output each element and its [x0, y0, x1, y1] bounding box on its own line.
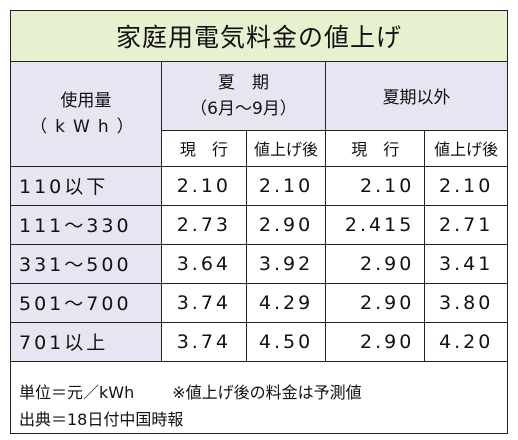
offseason-header: 夏期以外 — [325, 62, 507, 131]
summer-after-value: 3.92 — [245, 243, 327, 284]
summer-label: 夏 期 — [217, 72, 269, 93]
usage-label: 使用量 — [60, 90, 112, 111]
unit-note: 単位＝元／kWh — [19, 383, 135, 402]
offseason-after-value: 4.20 — [424, 321, 507, 362]
summer-after-value: 4.50 — [245, 321, 327, 362]
summer-current-header: 現 行 — [161, 129, 247, 167]
table-row: 111～330 2.73 2.90 2.415 2.71 — [11, 204, 507, 245]
summer-after-header: 値上げ後 — [245, 129, 327, 167]
summer-current-value: 2.73 — [160, 204, 247, 245]
footer-notes: 単位＝元／kWh ※値上げ後の料金は予測値 — [19, 379, 507, 406]
offseason-current-value: 2.90 — [325, 243, 426, 284]
usage-header: 使用量 （kWh） — [11, 62, 162, 167]
summer-current-value: 3.74 — [160, 282, 247, 323]
offseason-current-value: 2.10 — [325, 165, 426, 206]
table-footer: 単位＝元／kWh ※値上げ後の料金は予測値 出典＝18日付中国時報 — [11, 373, 507, 433]
rate-table-frame: 家庭用電気料金の値上げ 使用量 （kWh） 夏 期 （6月～9月） 夏期以外 現… — [10, 10, 508, 434]
summer-after-value: 4.29 — [245, 282, 327, 323]
usage-range: 701以上 — [11, 321, 162, 362]
forecast-note: ※値上げ後の料金は予測値 — [172, 383, 362, 402]
offseason-after-value: 2.10 — [424, 165, 507, 206]
table-title: 家庭用電気料金の値上げ — [11, 11, 507, 62]
offseason-current-value: 2.90 — [325, 321, 426, 362]
usage-unit: （kWh） — [30, 116, 142, 137]
offseason-current-value: 2.415 — [325, 204, 426, 245]
table-row: 110以下 2.10 2.10 2.10 2.10 — [11, 165, 507, 206]
usage-range: 331～500 — [11, 243, 162, 284]
table-row: 701以上 3.74 4.50 2.90 4.20 — [11, 321, 507, 362]
table-row: 331～500 3.64 3.92 2.90 3.41 — [11, 243, 507, 284]
summer-current-value: 2.10 — [160, 165, 247, 206]
offseason-after-header: 値上げ後 — [424, 129, 507, 167]
offseason-current-header: 現 行 — [325, 129, 426, 167]
offseason-current-value: 2.90 — [325, 282, 426, 323]
usage-range: 501～700 — [11, 282, 162, 323]
table-row: 501～700 3.74 4.29 2.90 3.80 — [11, 282, 507, 323]
offseason-after-value: 3.80 — [424, 282, 507, 323]
usage-range: 111～330 — [11, 204, 162, 245]
usage-range: 110以下 — [11, 165, 162, 206]
offseason-after-value: 2.71 — [424, 204, 507, 245]
summer-current-value: 3.74 — [160, 321, 247, 362]
summer-current-value: 3.64 — [160, 243, 247, 284]
summer-header: 夏 期 （6月～9月） — [160, 62, 327, 131]
summer-after-value: 2.90 — [245, 204, 327, 245]
summer-after-value: 2.10 — [245, 165, 327, 206]
offseason-after-value: 3.41 — [424, 243, 507, 284]
source-note: 出典＝18日付中国時報 — [19, 410, 184, 429]
rate-table: 使用量 （kWh） 夏 期 （6月～9月） 夏期以外 現 行 値上げ後 現 行 … — [11, 62, 507, 362]
summer-months: （6月～9月） — [190, 98, 297, 119]
